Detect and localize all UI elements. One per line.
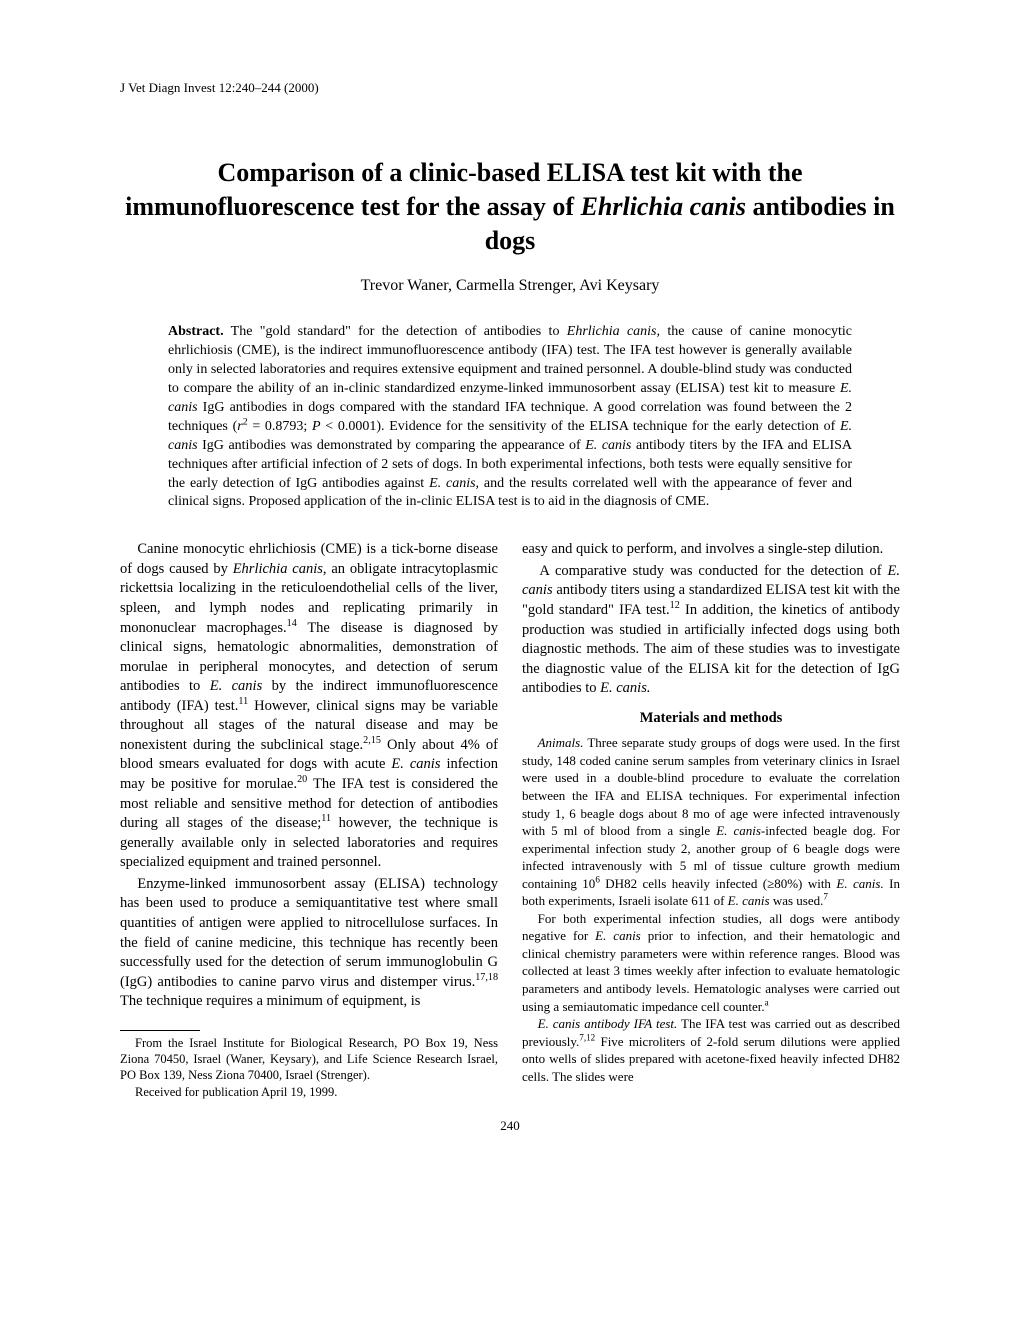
paragraph: easy and quick to perform, and involves …	[522, 540, 900, 560]
paragraph: For both experimental infection studies,…	[522, 910, 900, 1015]
materials-heading: Materials and methods	[522, 709, 900, 729]
left-column: Canine monocytic ehrlichiosis (CME) is a…	[120, 540, 498, 1100]
paragraph: E. canis antibody IFA test. The IFA test…	[522, 1015, 900, 1085]
abstract-label: Abstract.	[168, 324, 224, 339]
page-number: 240	[120, 1118, 900, 1134]
footnote-rule	[120, 1030, 200, 1031]
journal-reference: J Vet Diagn Invest 12:240–244 (2000)	[120, 80, 900, 96]
abstract-text: The "gold standard" for the detection of…	[168, 324, 852, 509]
right-column: easy and quick to perform, and involves …	[522, 540, 900, 1100]
left-body: Canine monocytic ehrlichiosis (CME) is a…	[120, 540, 498, 1012]
paragraph: Canine monocytic ehrlichiosis (CME) is a…	[120, 540, 498, 873]
body-columns: Canine monocytic ehrlichiosis (CME) is a…	[120, 540, 900, 1100]
abstract: Abstract. The "gold standard" for the de…	[168, 323, 852, 512]
authors-line: Trevor Waner, Carmella Strenger, Avi Key…	[120, 277, 900, 295]
paragraph: Received for publication April 19, 1999.	[120, 1084, 498, 1100]
paragraph: Animals. Three separate study groups of …	[522, 734, 900, 909]
right-lead: easy and quick to perform, and involves …	[522, 540, 900, 699]
paragraph: A comparative study was conducted for th…	[522, 562, 900, 699]
paragraph: Enzyme-linked immunosorbent assay (ELISA…	[120, 875, 498, 1012]
footnote-block: From the Israel Institute for Biological…	[120, 1035, 498, 1100]
paragraph: From the Israel Institute for Biological…	[120, 1035, 498, 1084]
article-title: Comparison of a clinic-based ELISA test …	[120, 156, 900, 257]
materials-body: Animals. Three separate study groups of …	[522, 734, 900, 1085]
